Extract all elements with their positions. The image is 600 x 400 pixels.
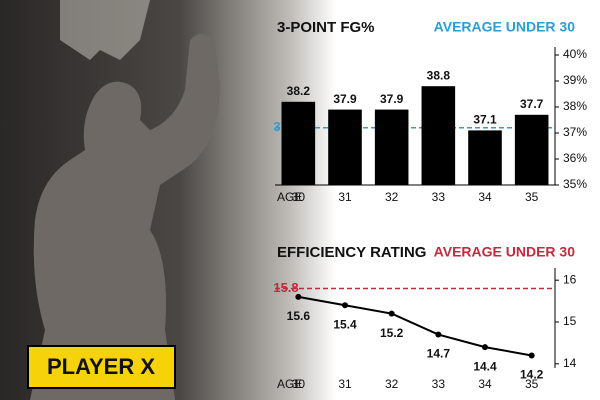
y-tick-label: 35% [563, 177, 587, 191]
x-tick-label: 30 [292, 377, 306, 391]
point [342, 302, 348, 309]
x-tick-label: 35 [525, 190, 539, 204]
bar [468, 130, 502, 185]
player-label-box [27, 345, 176, 389]
y-tick-label: 16 [563, 272, 577, 286]
value-label: 15.6 [287, 309, 311, 323]
y-tick-label: 38% [563, 99, 587, 113]
value-label: 14.2 [520, 368, 544, 382]
value-label: 37.9 [333, 92, 357, 106]
value-label: 37.1 [473, 113, 497, 127]
point [482, 344, 488, 351]
annotation: AVERAGE UNDER 30 [434, 244, 576, 260]
y-tick-label: 15 [563, 314, 577, 328]
line [298, 295, 532, 357]
x-tick-label: 33 [432, 377, 446, 391]
y-tick-label: 36% [563, 151, 587, 165]
x-tick-label: 32 [385, 190, 399, 204]
bar [281, 101, 316, 185]
x-tick-label: 31 [338, 377, 352, 391]
point [435, 331, 442, 338]
x-tick-label: 34 [478, 190, 492, 204]
value-label: 38.2 [287, 84, 311, 98]
x-axis-label: AGE [277, 377, 302, 391]
y-tick-label: 37% [563, 125, 587, 139]
value-label: 15.4 [333, 317, 357, 331]
y-tick-label: 40% [563, 47, 587, 61]
bar [421, 86, 456, 185]
annotation: AVERAGE UNDER 30 [434, 19, 576, 35]
x-tick-label: 35 [525, 377, 539, 391]
x-tick-label: 33 [432, 190, 446, 204]
point [388, 310, 395, 317]
bar [374, 109, 409, 185]
y-tick-label: 39% [563, 73, 587, 87]
bar [514, 114, 549, 185]
player-silhouette [30, 33, 220, 400]
value-label: 38.8 [427, 68, 451, 82]
player-label: PLAYER X [47, 354, 155, 379]
x-axis-label: AGE [277, 190, 302, 204]
point [528, 352, 535, 359]
chart-title: 3-POINT FG% [277, 19, 375, 36]
value-label: 14.7 [427, 347, 451, 361]
x-tick-label: 32 [385, 377, 399, 391]
x-tick-label: 34 [478, 377, 492, 391]
value-label: 37.9 [380, 92, 404, 106]
x-tick-label: 31 [338, 190, 352, 204]
value-label: 14.4 [473, 359, 497, 373]
point [295, 293, 302, 300]
value-label: 15.2 [380, 326, 404, 340]
bar [328, 109, 362, 185]
value-label: 37.7 [520, 97, 544, 111]
x-tick-label: 30 [292, 190, 306, 204]
hoop-net [60, 0, 150, 60]
y-tick-label: 14 [563, 356, 577, 370]
chart-title: EFFICIENCY RATING [277, 244, 426, 261]
reference-label: 15.8 [273, 280, 298, 295]
